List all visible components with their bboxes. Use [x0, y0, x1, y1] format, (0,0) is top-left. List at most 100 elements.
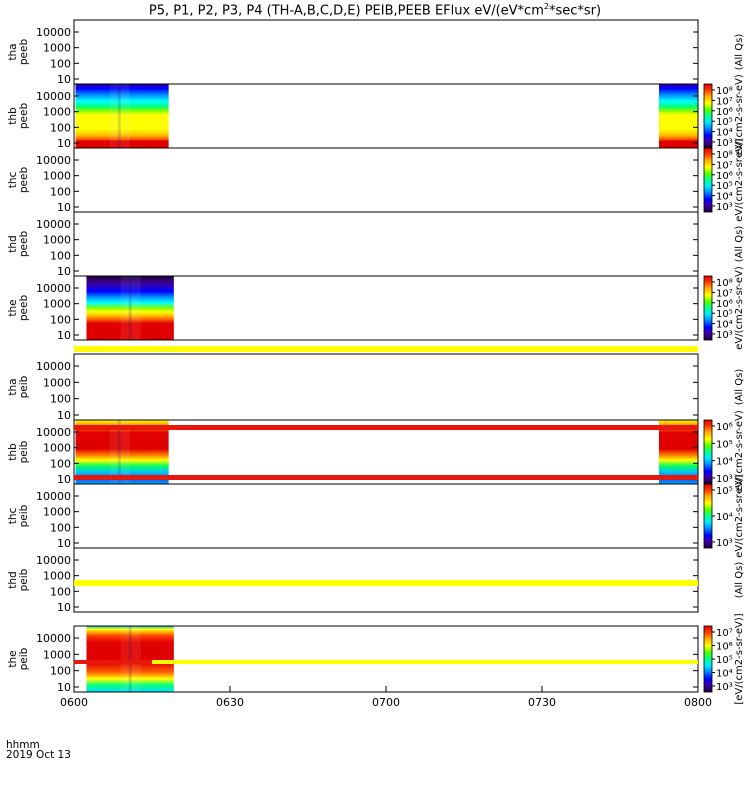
panel-frame: [73, 147, 699, 213]
colorbar-tick-label: 10⁴: [716, 128, 733, 139]
colorbar-gradient: [703, 83, 713, 149]
x-tick-label: 0600: [60, 696, 88, 709]
colorbar-gradient: [703, 625, 713, 693]
y-tick-label: 10: [57, 601, 71, 614]
y-tick-label: 100: [50, 393, 71, 406]
panel-y-label: peeb: [18, 231, 30, 258]
spectrogram-texture: [117, 420, 121, 484]
time-axis: 0600 0630 0700 0730 0800: [60, 686, 712, 709]
y-tick-label: 1000: [43, 106, 71, 119]
y-tick-label: 10000: [36, 490, 71, 503]
y-tick-label: 10000: [36, 632, 71, 645]
panel-thc-peib: 10 100 1000 10000 thc peib eV/(cm2-s-sr-eV): [7, 474, 745, 558]
y-tick-label: 100: [50, 521, 71, 534]
y-tick-label: 100: [50, 665, 71, 678]
colorbar-tick-label: 10³: [716, 474, 733, 485]
quality-bar-segment: [152, 660, 698, 664]
y-tick-label: 10: [57, 265, 71, 278]
spectrogram-texture: [120, 276, 141, 340]
y-tick-label: 100: [50, 457, 71, 470]
colorbar-tick-label: 10⁶: [716, 422, 733, 433]
quality-bars-layer: [74, 346, 698, 664]
panel-y-label: peeb: [18, 295, 30, 322]
y-tick-label: 10: [57, 137, 71, 150]
panel-thd-peeb: 10 100 1000 10000 thd peeb (All Qs): [7, 211, 745, 278]
y-tick-label: 10: [57, 537, 71, 550]
y-tick-label: 10000: [36, 154, 71, 167]
colorbar-tick-label: 10³: [716, 538, 733, 549]
colorbar-gradient: [703, 147, 713, 213]
quality-bar-segment: [74, 475, 698, 480]
spectrogram-texture: [109, 84, 130, 148]
y-tick-label: 10000: [36, 282, 71, 295]
colorbar-gradient: [703, 275, 713, 341]
panel-y-label: thb: [7, 443, 19, 461]
panel-thc-peeb: 10 100 1000 10000 thc peeb eV/(cm2-s-sr-eV): [7, 138, 745, 222]
panel-y-label: peeb: [18, 167, 30, 194]
panel-y-label: peib: [18, 647, 30, 670]
panel-side-label: eV/(cm2-s-sr-eV): [734, 266, 745, 350]
colorbar-tick-label: 10⁷: [716, 96, 733, 107]
colorbar-tick-label: 10⁵: [716, 181, 733, 192]
y-tick-label: 10: [57, 681, 71, 694]
quality-bar-segment: [74, 660, 152, 664]
spectrogram-segment: [86, 626, 174, 692]
panel-the-peib: 10 100 1000 10000 the peib [eV/(cm2-s-sr-eV)]: [7, 613, 745, 704]
y-tick-label: 100: [50, 57, 71, 70]
panel-y-label: thc: [7, 172, 19, 189]
panel-side-label: eV/(cm2-s-sr-eV): [734, 410, 745, 494]
y-tick-label: 1000: [43, 234, 71, 247]
quality-bar: [74, 580, 698, 586]
panel-frame: [73, 483, 699, 549]
colorbar-thc-peib: 10³ 10⁴ 10⁵: [703, 483, 733, 549]
panel-thb-peeb: 10 100 1000 10000 thb peeb eV/(cm2-s-sr-eV): [7, 74, 745, 158]
y-tick-label: 10000: [36, 26, 71, 39]
panel-y-label: tha: [7, 378, 19, 395]
y-tick-label: 1000: [43, 298, 71, 311]
spectrogram-texture: [128, 626, 132, 692]
x-tick-label: 0800: [684, 696, 712, 709]
panel-y-label: thc: [7, 508, 19, 525]
colorbar-tick-label: 10⁴: [716, 512, 733, 523]
x-tick-label: 0630: [216, 696, 244, 709]
y-tick-label: 10: [57, 409, 71, 422]
y-tick-label: 100: [50, 121, 71, 134]
y-tick-label: 10000: [36, 90, 71, 103]
panel-side-label: (All Qs): [734, 226, 745, 263]
panel-y-label: thd: [7, 235, 19, 252]
colorbar-tick-label: 10⁶: [716, 107, 733, 118]
y-tick-label: 1000: [43, 648, 71, 661]
panel-side-label: eV/(cm2-s-sr-eV): [734, 74, 745, 158]
panel-y-label: the: [7, 299, 19, 316]
colorbar-tick-label: 10⁶: [716, 171, 733, 182]
colorbar-tick-label: 10⁴: [716, 669, 733, 680]
panel-tha-peib: 10 100 1000 10000 tha peib (All Qs): [7, 353, 745, 422]
y-tick-label: 1000: [43, 442, 71, 455]
spectrogram-segment: [659, 84, 698, 148]
quality-bar-segment: [74, 425, 698, 430]
x-tick-label: 0700: [372, 696, 400, 709]
y-tick-label: 100: [50, 249, 71, 262]
y-tick-label: 1000: [43, 42, 71, 55]
y-tick-label: 100: [50, 185, 71, 198]
spectrogram-texture: [120, 626, 141, 692]
panel-side-label: eV/(cm2-s-sr-eV): [734, 138, 745, 222]
spectrogram-segment: [659, 420, 698, 484]
y-tick-label: 10000: [36, 218, 71, 231]
panel-y-label: the: [7, 650, 19, 667]
y-tick-label: 1000: [43, 570, 71, 583]
x-tick-label: 0730: [528, 696, 556, 709]
panel-frame: [73, 275, 699, 341]
panel-side-label: (All Qs): [734, 34, 745, 71]
panel-tha-peeb: 10 100 1000 10000 tha peeb (All Qs): [7, 19, 745, 86]
y-tick-label: 10: [57, 473, 71, 486]
colorbar-tick-label: 10⁷: [716, 288, 733, 299]
panel-thb-peib: 10 100 1000 10000 thb peib eV/(cm2-s-sr-eV): [7, 410, 745, 494]
y-tick-label: 100: [50, 585, 71, 598]
colorbar-tick-label: 10⁸: [716, 86, 733, 97]
colorbars-layer: 10³10⁴10⁵10⁶10⁷10⁸10³10⁴10⁵10⁶10⁷10⁸10³1…: [703, 83, 733, 693]
y-tick-label: 10: [57, 329, 71, 342]
